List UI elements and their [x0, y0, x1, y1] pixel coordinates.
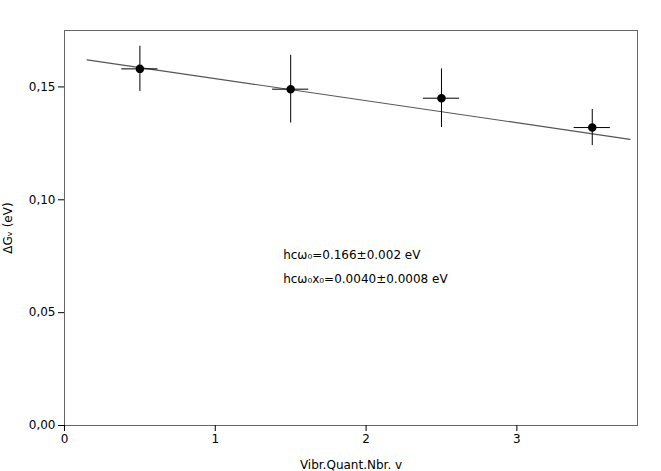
svg-text:2: 2	[362, 432, 370, 446]
svg-text:3: 3	[513, 432, 521, 446]
svg-text:0,05: 0,05	[29, 305, 56, 319]
svg-text:0: 0	[61, 432, 69, 446]
svg-text:ΔGᵥ (eV): ΔGᵥ (eV)	[1, 202, 15, 253]
svg-text:hcω₀=0.166±0.002 eVhcω₀x₀=0.00: hcω₀=0.166±0.002 eVhcω₀x₀=0.0040±0.0008 …	[283, 248, 448, 286]
svg-text:1: 1	[211, 432, 219, 446]
svg-text:0,15: 0,15	[29, 80, 56, 94]
svg-text:Vibr.Quant.Nbr. v: Vibr.Quant.Nbr. v	[300, 458, 402, 471]
svg-text:0,00: 0,00	[29, 418, 56, 432]
svg-text:0,10: 0,10	[29, 193, 56, 207]
